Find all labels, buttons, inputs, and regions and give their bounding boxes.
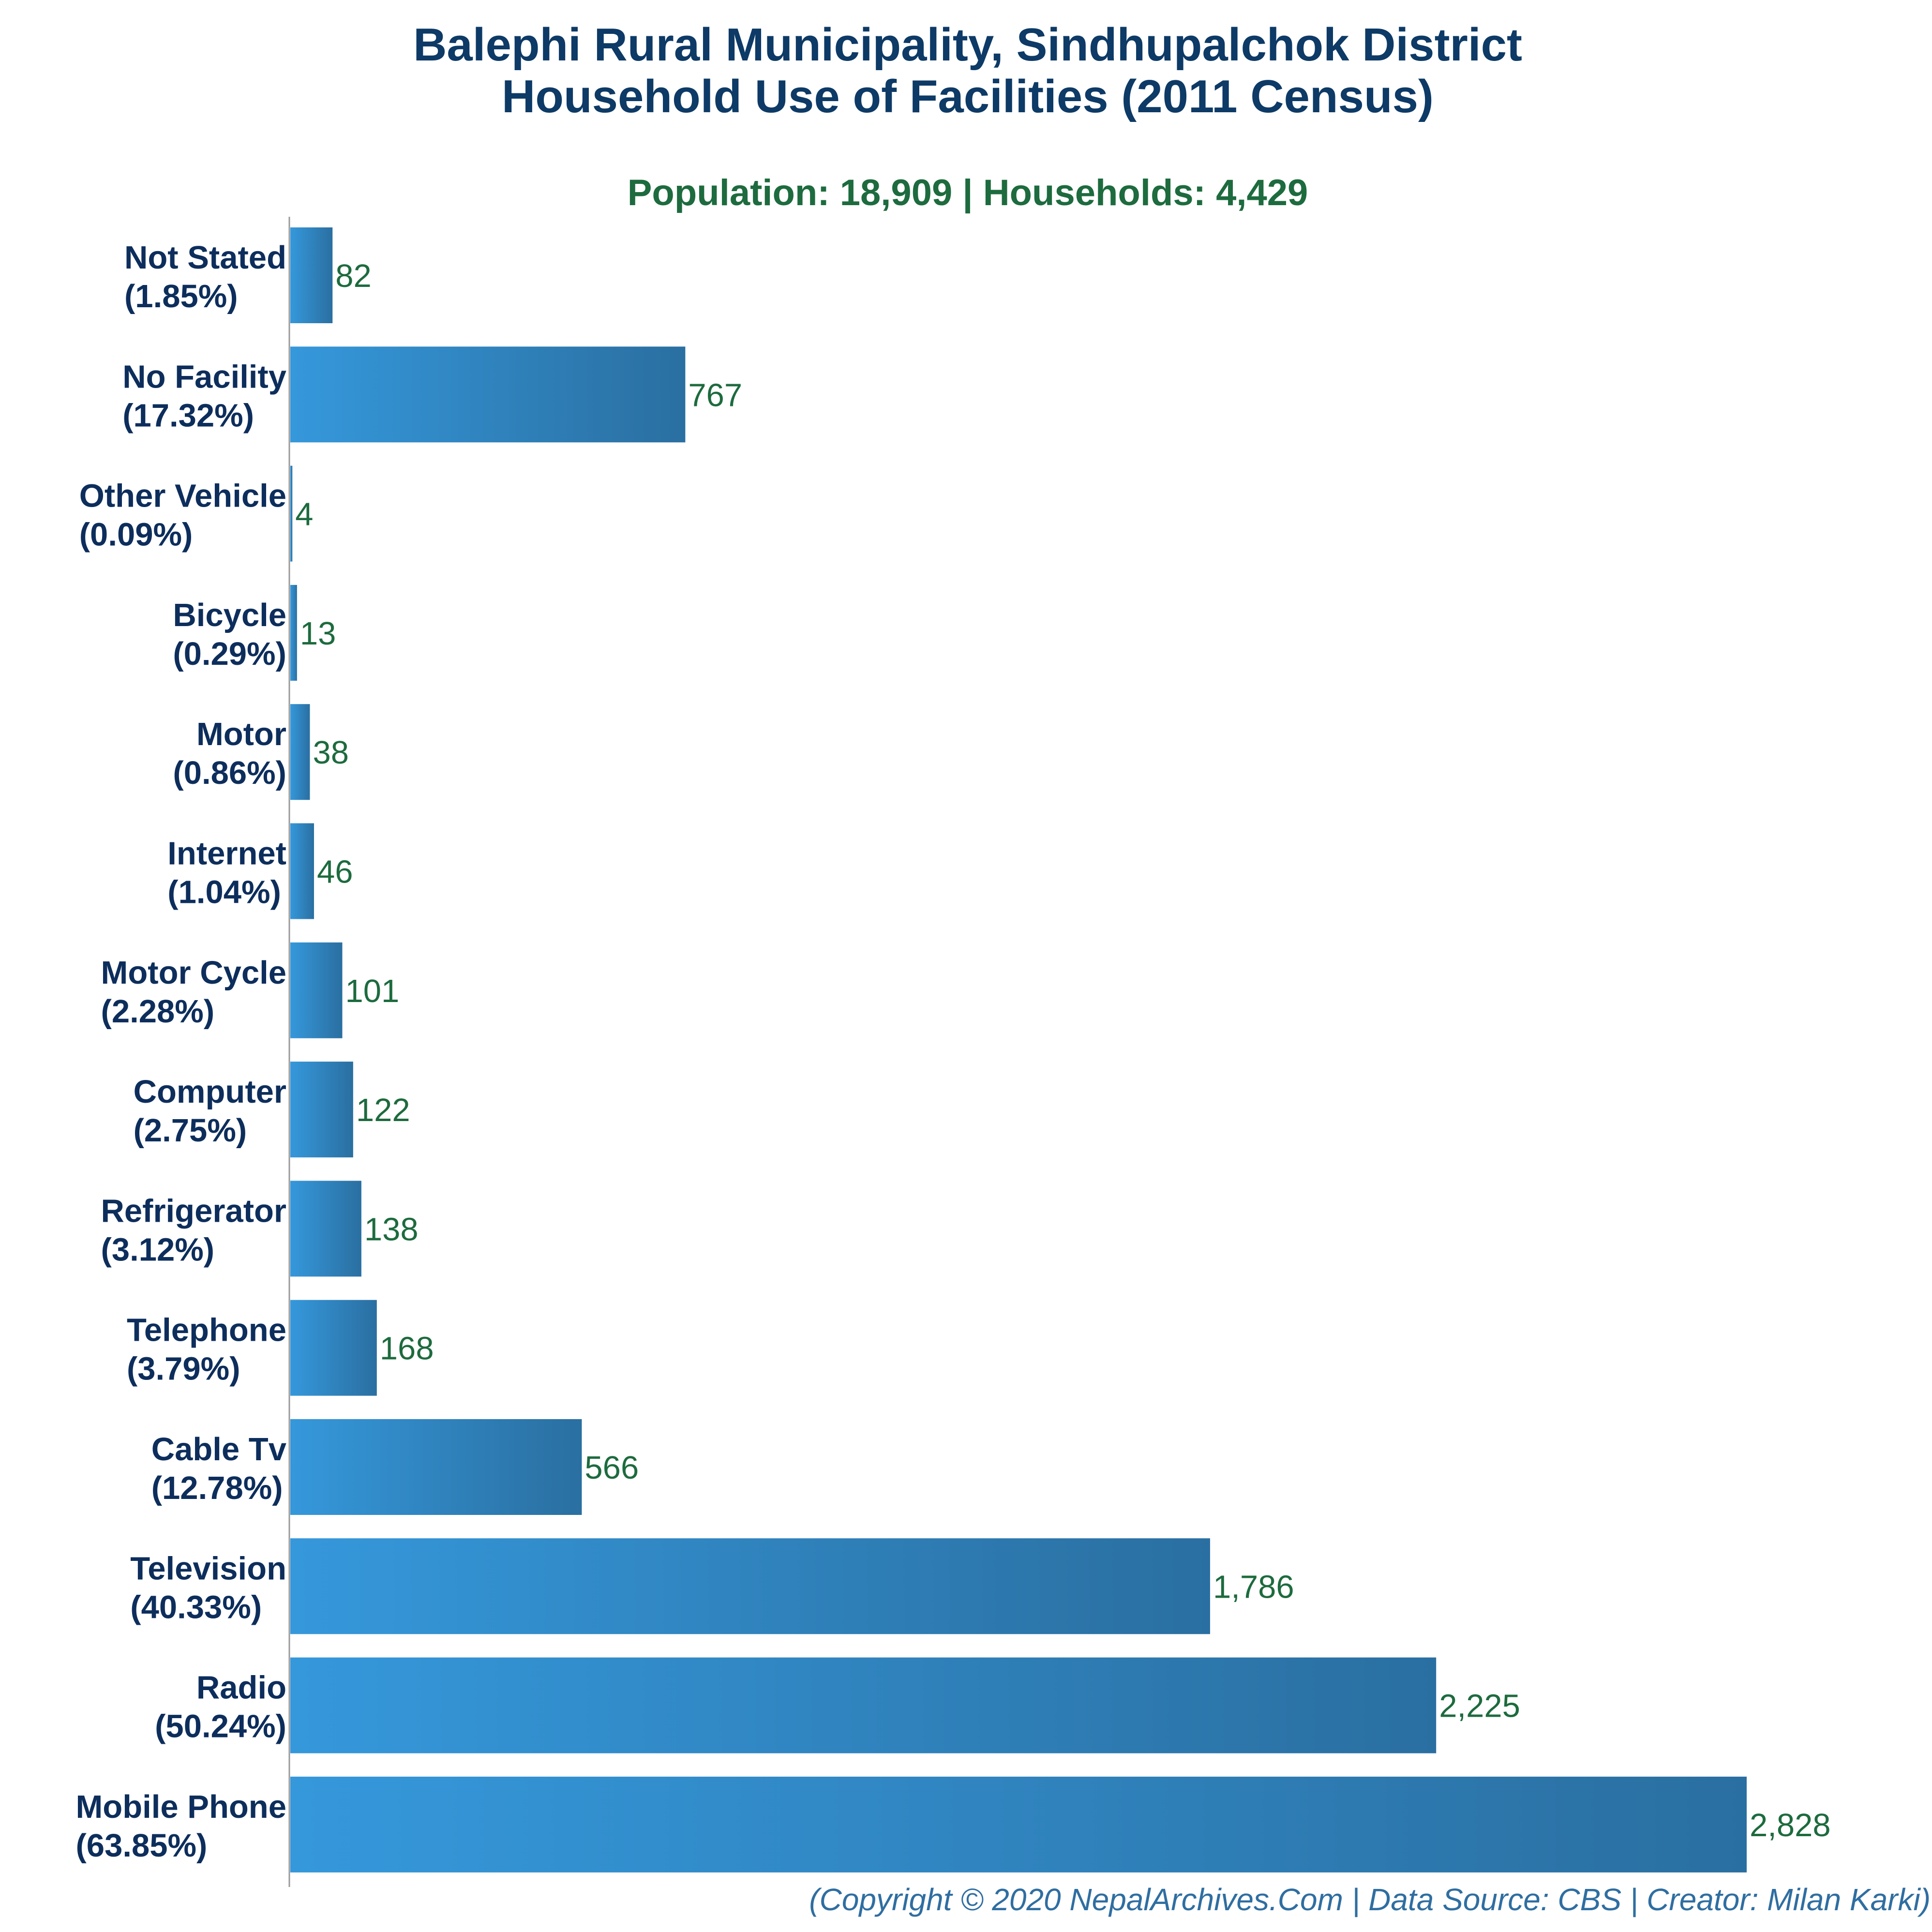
bar-internet (290, 823, 314, 919)
value-label: 138 (364, 1211, 419, 1247)
value-label: 1,786 (1213, 1569, 1294, 1605)
value-label: 46 (317, 854, 353, 890)
category-label: Internet (167, 836, 286, 872)
value-label: 82 (335, 258, 372, 294)
bar-television (290, 1538, 1210, 1634)
value-label: 2,828 (1750, 1807, 1831, 1843)
bar-radio (290, 1657, 1437, 1753)
category-label: Other Vehicle (79, 478, 286, 514)
chart-subtitle: Population: 18,909 | Households: 4,429 (628, 172, 1308, 214)
category-percent-label: (40.33%) (130, 1589, 262, 1625)
category-label: Refrigerator (101, 1193, 286, 1229)
category-percent-label: (1.85%) (124, 278, 238, 315)
value-label: 4 (295, 496, 313, 533)
value-label: 101 (345, 973, 400, 1009)
category-percent-label: (63.85%) (76, 1827, 208, 1864)
category-label: Television (130, 1550, 286, 1587)
value-label: 566 (584, 1450, 639, 1486)
bar-motor (290, 704, 310, 800)
bar-refrigerator (290, 1181, 361, 1277)
category-label: Motor Cycle (101, 955, 286, 991)
footer-credit: (Copyright © 2020 NepalArchives.Com | Da… (809, 1882, 1931, 1917)
category-percent-label: (1.04%) (167, 874, 281, 911)
bar-telephone (290, 1300, 377, 1396)
bar-not-stated (290, 227, 333, 323)
category-percent-label: (2.28%) (101, 993, 215, 1030)
category-label: Computer (134, 1074, 286, 1110)
category-percent-label: (3.79%) (127, 1351, 240, 1387)
category-percent-label: (12.78%) (151, 1470, 283, 1506)
category-label: Mobile Phone (76, 1789, 287, 1825)
category-label: No Facility (122, 359, 286, 395)
bar-no-facility (290, 346, 686, 443)
category-percent-label: (0.86%) (173, 755, 286, 791)
category-label: Not Stated (124, 240, 286, 276)
category-label: Radio (196, 1670, 286, 1706)
category-label: Telephone (127, 1312, 286, 1348)
category-percent-label: (50.24%) (155, 1708, 286, 1745)
value-label: 122 (356, 1092, 410, 1128)
chart-title-line1: Balephi Rural Municipality, Sindhupalcho… (413, 19, 1522, 71)
bars-group: 82 Not Stated(1.85%) 767 No Facility(17.32%… (76, 227, 1831, 1872)
category-label: Cable Tv (151, 1431, 286, 1468)
value-label: 13 (300, 615, 336, 652)
value-label: 2,225 (1439, 1688, 1520, 1724)
category-label: Motor (196, 716, 286, 752)
category-percent-label: (17.32%) (122, 397, 254, 434)
value-label: 767 (688, 377, 742, 413)
chart-title-line2: Household Use of Facilities (2011 Census… (502, 71, 1434, 122)
bar-computer (290, 1062, 353, 1158)
category-percent-label: (0.09%) (79, 517, 193, 553)
bar-mobile-phone (290, 1776, 1747, 1872)
value-label: 168 (380, 1331, 434, 1367)
category-percent-label: (0.29%) (173, 636, 286, 672)
category-percent-label: (3.12%) (101, 1231, 215, 1268)
category-percent-label: (2.75%) (134, 1112, 247, 1149)
bar-motor-cycle (290, 942, 343, 1038)
category-label: Bicycle (173, 597, 286, 633)
value-label: 38 (313, 734, 349, 771)
bar-cable-tv (290, 1419, 582, 1515)
bar-other-vehicle (290, 465, 293, 562)
bar-bicycle (290, 584, 297, 681)
